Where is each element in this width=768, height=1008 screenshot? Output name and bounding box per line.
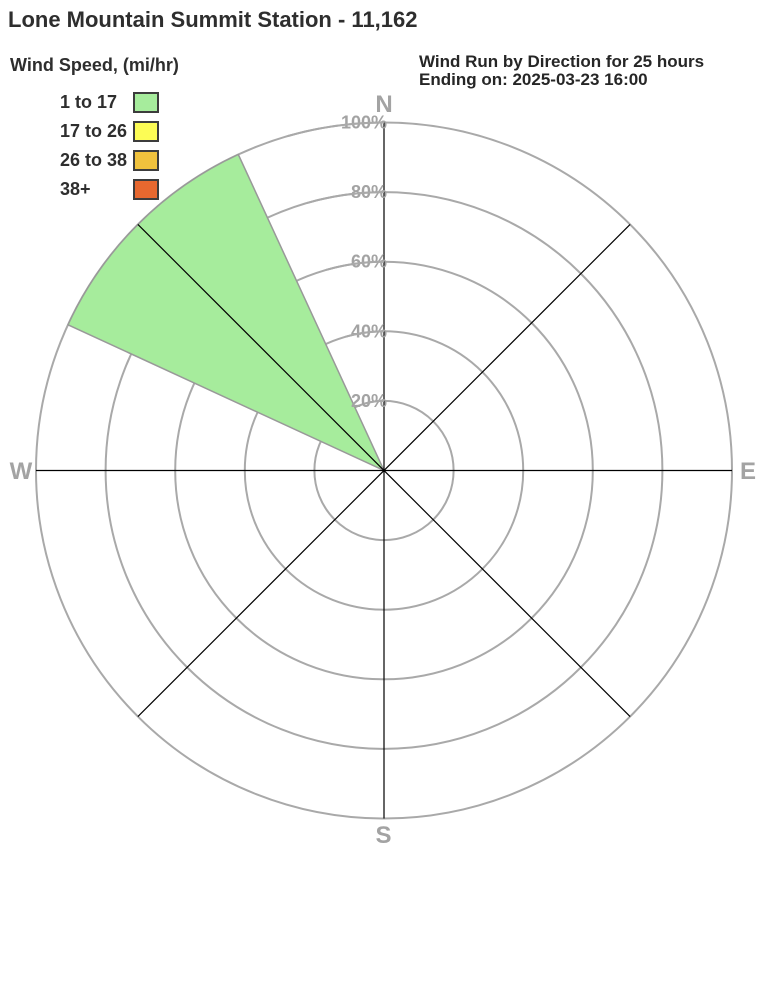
legend-swatch-26to38 [133, 150, 159, 171]
compass-label-s: S [375, 822, 391, 849]
legend-swatch-1to17 [133, 92, 159, 113]
legend-swatch-17to26 [133, 121, 159, 142]
grid-ring-overlay [307, 191, 385, 204]
legend-label-17to26: 17 to 26 [60, 121, 128, 141]
radial-tick-label: 20% [351, 391, 387, 411]
compass-label-e: E [740, 458, 756, 485]
chart-header: Wind Run by Direction for 25 hours Endin… [419, 53, 704, 89]
grid-ring-overlay [287, 121, 385, 137]
legend-row-26to38: 26 to 38 [60, 146, 159, 175]
axis-spoke [137, 223, 631, 718]
compass-label-w: W [10, 458, 33, 485]
grid-ring-overlay [345, 330, 385, 338]
legend-label-26to38: 26 to 38 [60, 150, 128, 170]
legend-label-1to17: 1 to 17 [60, 92, 118, 112]
chart-header-line2: Ending on: 2025-03-23 16:00 [419, 70, 648, 89]
wind-speed-legend: 1 to 17 17 to 26 26 to 38 38+ [60, 88, 159, 204]
chart-header-line1: Wind Run by Direction for 25 hours [419, 52, 705, 71]
grid-ring-overlay [364, 399, 385, 405]
compass-label-n: N [375, 91, 392, 118]
legend-swatch-38plus [133, 179, 159, 200]
legend-row-17to26: 17 to 26 [60, 117, 159, 146]
legend-label-38plus: 38+ [60, 179, 91, 199]
page-title: Lone Mountain Summit Station - 11,162 [8, 7, 418, 32]
grid-ring-overlay [326, 260, 385, 271]
legend-row-38plus: 38+ [60, 175, 159, 204]
legend-title: Wind Speed, (mi/hr) [10, 55, 179, 75]
legend-row-1to17: 1 to 17 [60, 88, 159, 117]
